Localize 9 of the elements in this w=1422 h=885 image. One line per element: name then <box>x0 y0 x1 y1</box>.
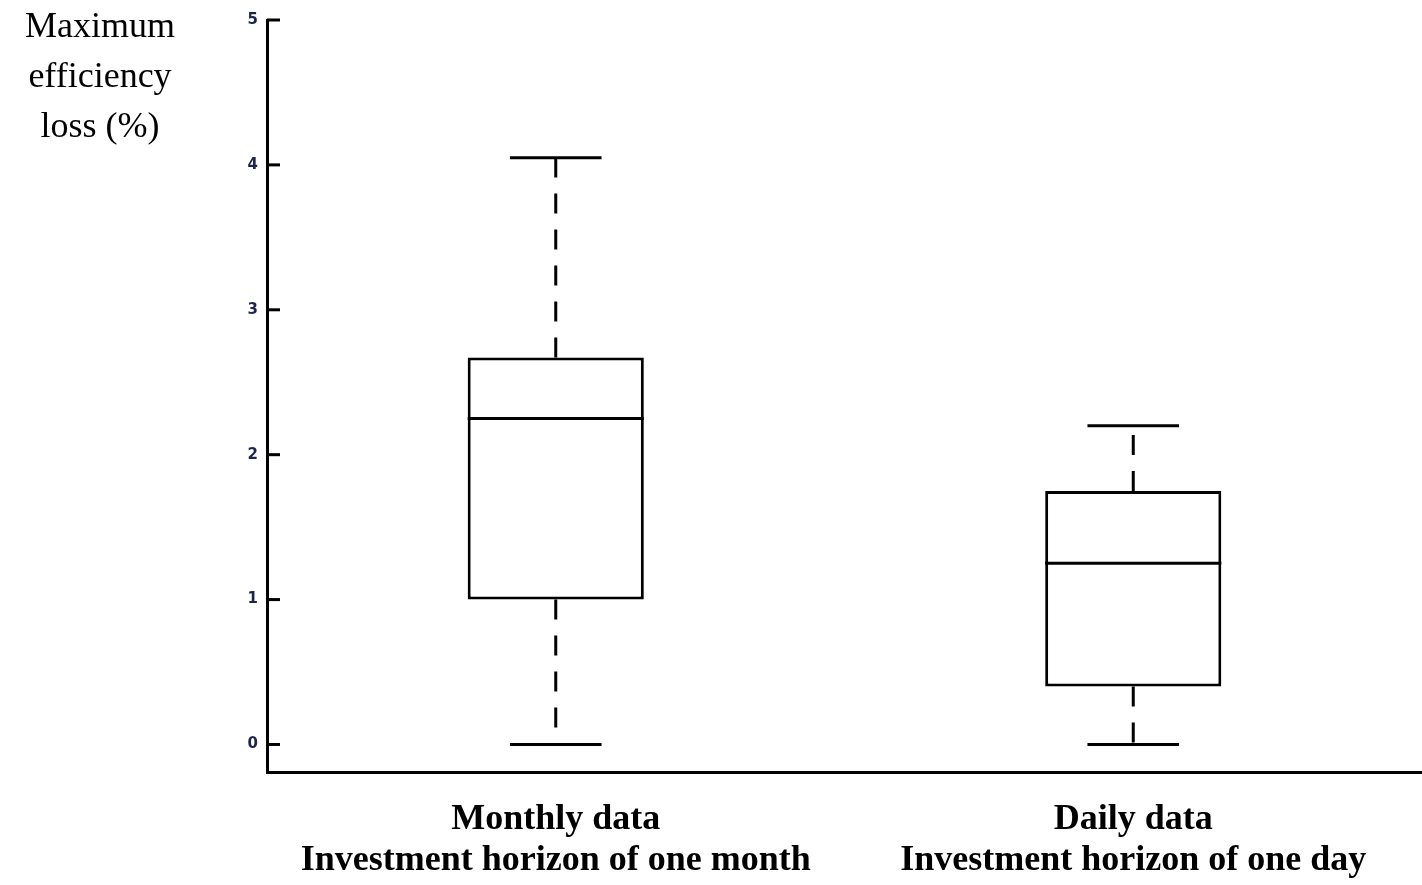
x-tick-label: Monthly data Investment horizon of one month <box>300 797 811 879</box>
y-tick-label: 4 <box>247 154 258 173</box>
y-tick-label: 2 <box>247 444 258 463</box>
y-tick-label: 5 <box>247 9 258 28</box>
y-tick-label: 3 <box>247 299 258 318</box>
y-tick-label: 0 <box>247 734 258 753</box>
y-tick-label: 1 <box>247 589 258 608</box>
x-tick-label: Daily data Investment horizon of one day <box>900 797 1367 879</box>
y-axis-title: Maximum efficiency loss (%) <box>24 4 176 147</box>
